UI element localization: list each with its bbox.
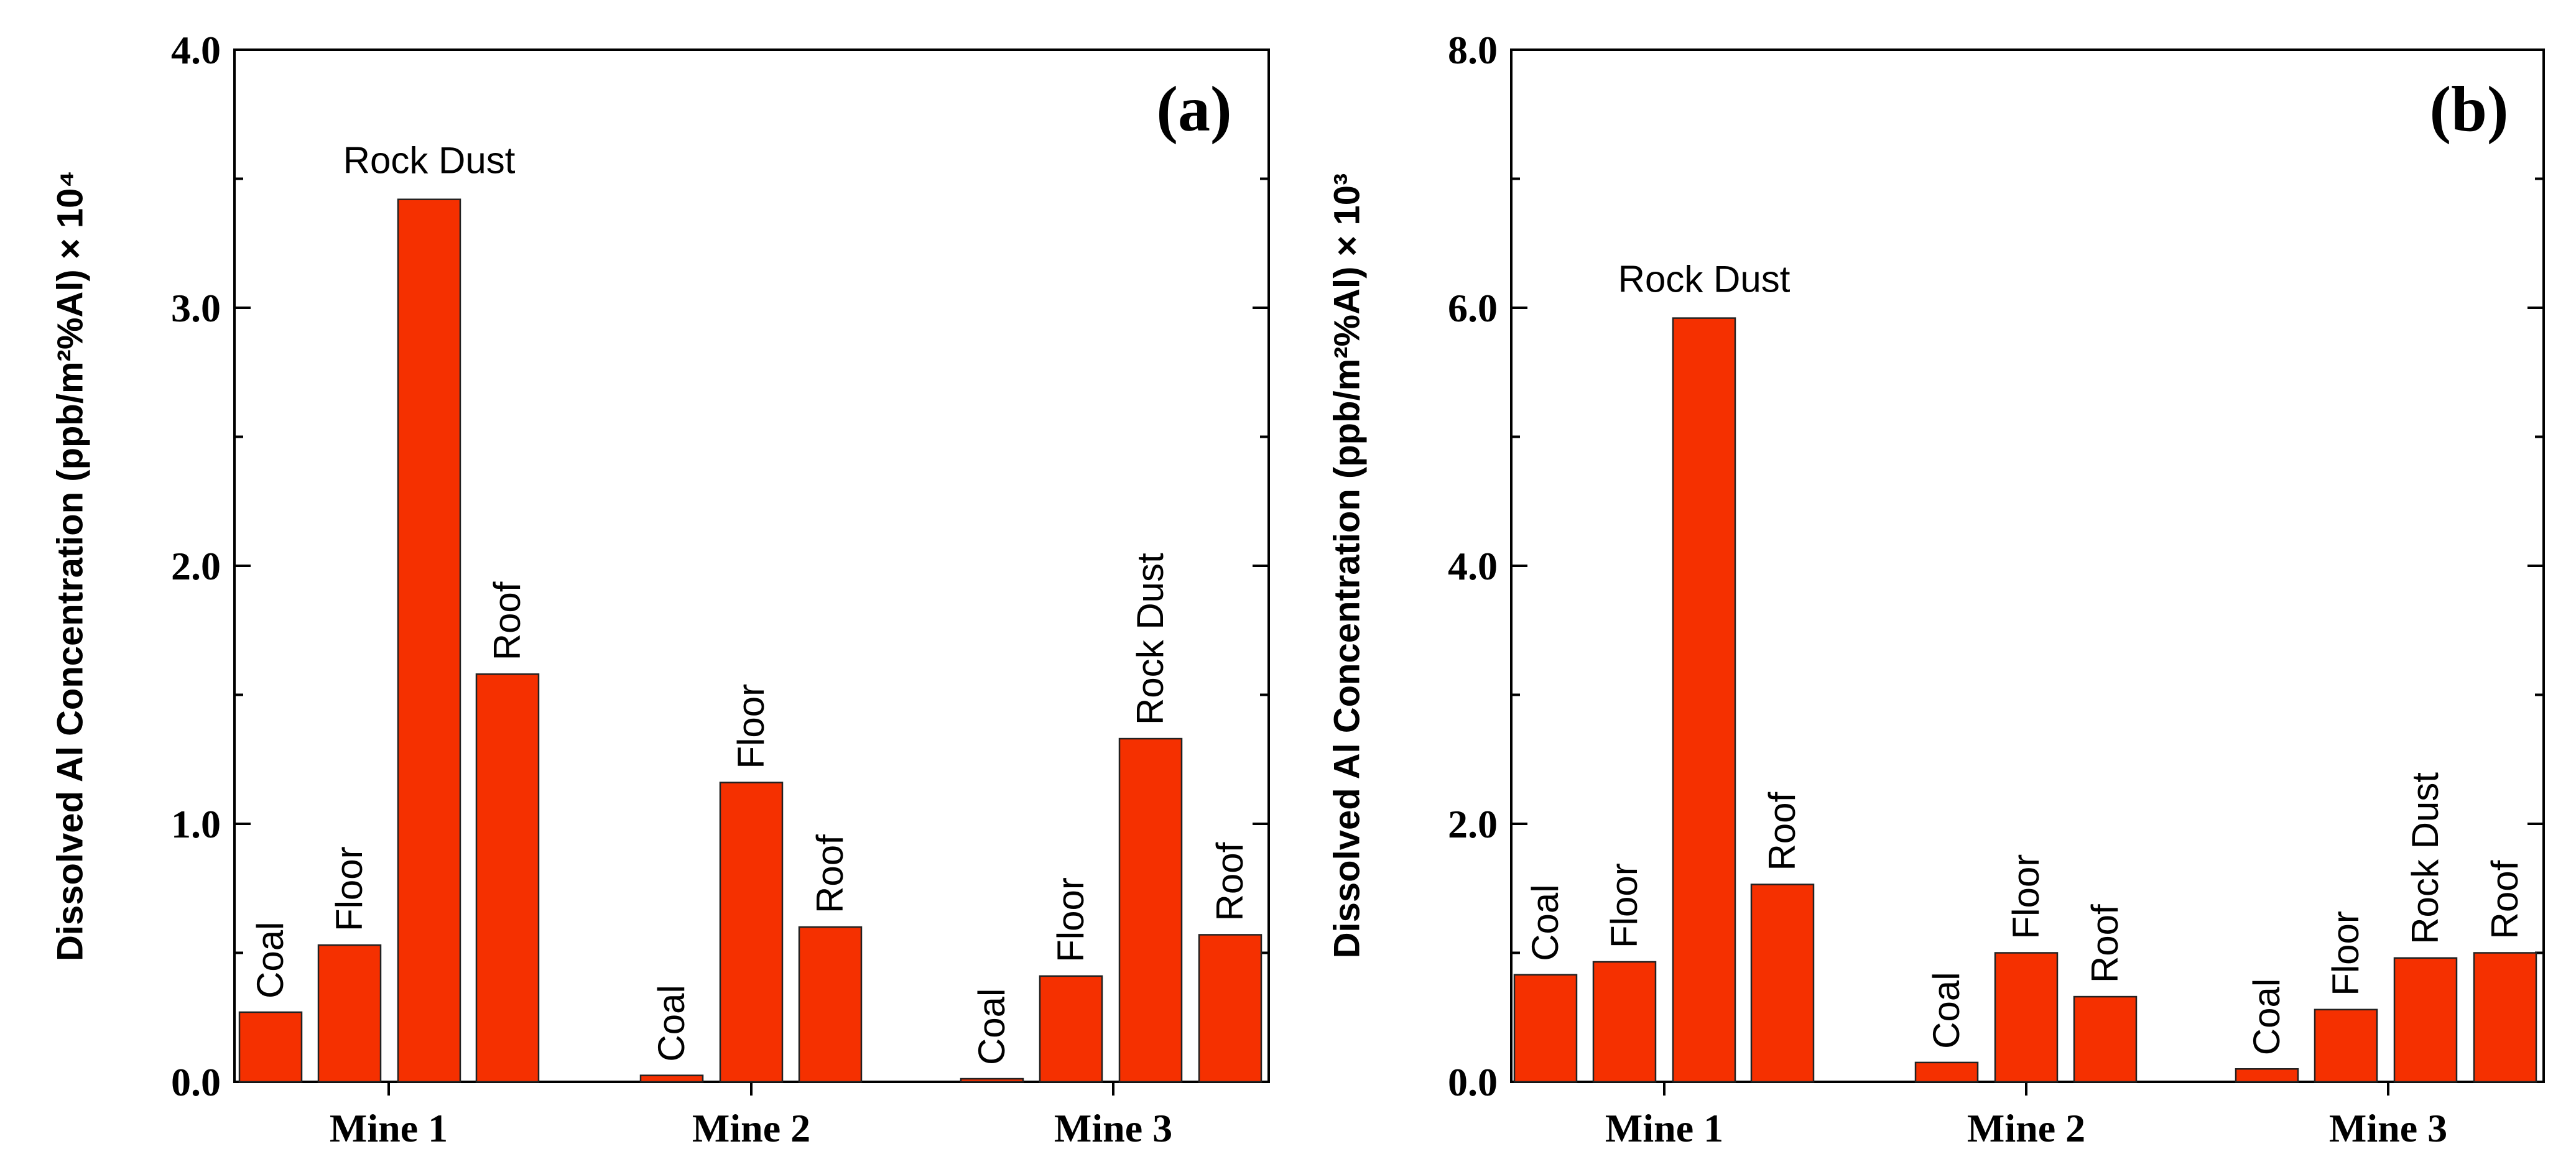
bar-label: Coal [971,989,1012,1065]
bar-label: Roof [809,834,851,913]
bar [2314,1008,2378,1083]
bar-label: Coal [2246,979,2287,1055]
bar-label: Coal [1925,972,1967,1048]
bar [1118,737,1183,1083]
bar [317,944,382,1083]
bar [1039,975,1103,1083]
y-axis-title: Dissolved Al Concentration (ppb/m²%Al) ×… [1327,173,1367,959]
bar-label: Rock Dust [1129,553,1171,725]
group-label: Mine 2 [1967,1106,2085,1150]
bar-label: Floor [2325,911,2366,996]
y-tick-label: 1.0 [171,802,221,846]
group-label: Mine 1 [330,1106,448,1150]
bar [2235,1068,2299,1083]
bar-label: Floor [328,846,370,931]
bar-label: Roof [486,581,528,660]
bar [238,1011,303,1083]
y-tick-label: 0.0 [1448,1060,1498,1104]
group-label: Mine 2 [692,1106,810,1150]
bar [397,198,461,1083]
bar [1592,961,1657,1083]
group-label: Mine 3 [1054,1106,1172,1150]
bar-label: Roof [1209,842,1251,921]
bar [1750,884,1815,1083]
bar-label: Coal [249,922,291,999]
bar [798,926,863,1083]
bar-label: Floor [730,684,772,769]
panel-label: (b) [2429,73,2508,145]
group-label: Mine 1 [1605,1106,1723,1150]
group-label: Mine 3 [2329,1106,2447,1150]
y-tick-label: 4.0 [171,28,221,72]
bar [1672,317,1736,1083]
bar-label: Rock Dust [1618,259,1791,300]
bar-label: Rock Dust [2404,772,2446,944]
bar-label: Floor [1603,863,1645,948]
bar [1198,934,1263,1083]
y-tick-label: 0.0 [171,1060,221,1104]
y-axis-title: Dissolved Al Concentration (ppb/m²%Al) ×… [50,170,90,961]
bar [960,1077,1024,1083]
panel-b: 0.0 2.0 4.0 6.0 8.0 Dissolved Al Concentratio… [1327,28,2545,1150]
panel-label: (a) [1156,73,1231,145]
bar [1994,952,2059,1083]
y-tick-label: 6.0 [1448,286,1498,330]
bar [475,673,540,1083]
bar-label: Roof [2084,904,2126,983]
bar [2473,952,2537,1083]
panel-a: 0.0 1.0 2.0 3.0 4.0 Dissolved Al Concentratio… [50,28,1270,1150]
bar [1914,1061,1979,1083]
bar-label: Floor [1050,877,1091,962]
y-tick-label: 2.0 [1448,802,1498,846]
bar [1513,974,1578,1083]
y-tick-label: 2.0 [171,544,221,588]
y-tick-label: 3.0 [171,286,221,330]
bar-label: Coal [651,985,692,1061]
bar-label: Coal [1524,884,1566,961]
bar [639,1074,704,1083]
bar-label: Floor [2005,854,2047,939]
y-tick-label: 8.0 [1448,28,1498,72]
bar [719,782,784,1083]
bar [2073,995,2138,1083]
bar-label: Roof [2484,860,2526,939]
bar [2393,957,2458,1083]
bar-label: Roof [1761,791,1803,870]
bar-label: Rock Dust [343,140,516,182]
y-tick-label: 4.0 [1448,544,1498,588]
